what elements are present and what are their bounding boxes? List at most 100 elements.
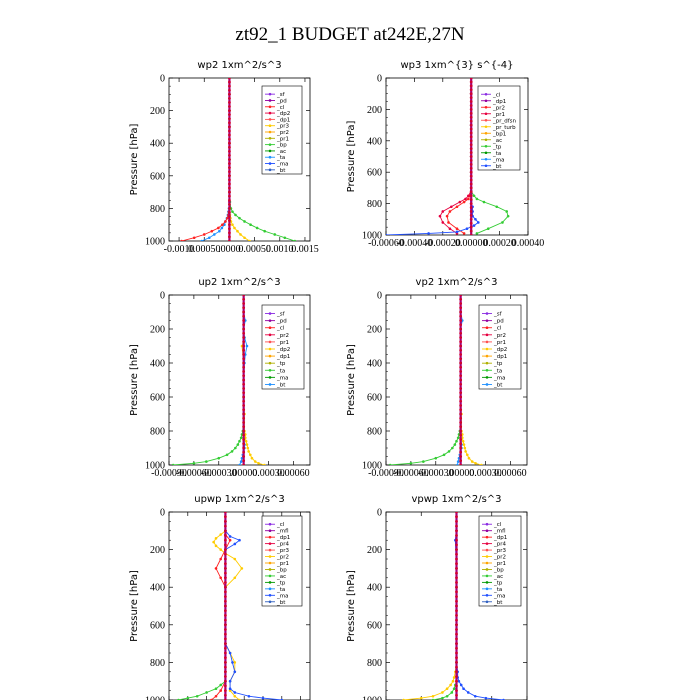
zero-profile-point bbox=[455, 689, 458, 692]
series-point bbox=[480, 463, 483, 465]
legend-swatch-marker bbox=[268, 149, 272, 153]
zero-profile-point bbox=[228, 141, 231, 145]
y-tick-label: 0 bbox=[160, 291, 165, 302]
series-point bbox=[213, 233, 216, 236]
series-point bbox=[484, 696, 488, 700]
zero-profile-point bbox=[469, 115, 473, 119]
zero-profile-point bbox=[459, 348, 463, 352]
series-point bbox=[434, 456, 438, 460]
zero-profile-point bbox=[242, 391, 246, 395]
zero-profile-point bbox=[242, 365, 246, 369]
zero-profile-point bbox=[469, 119, 473, 123]
series-point bbox=[238, 439, 241, 443]
series-point bbox=[200, 239, 204, 241]
series-point bbox=[233, 557, 237, 561]
series-point bbox=[214, 537, 218, 540]
zero-profile-point bbox=[228, 113, 231, 117]
legend-swatch-marker bbox=[268, 529, 272, 532]
zero-profile-point bbox=[228, 154, 231, 157]
series-point bbox=[202, 233, 206, 236]
zero-profile-point bbox=[228, 182, 231, 186]
zero-profile-point bbox=[224, 515, 227, 519]
zero-profile-point bbox=[228, 145, 231, 149]
series-point bbox=[212, 540, 215, 544]
legend-entry: _pr_dfsn bbox=[492, 118, 517, 124]
zero-profile-point bbox=[224, 623, 227, 627]
zero-profile-point bbox=[228, 80, 231, 84]
zero-profile-point bbox=[228, 166, 231, 170]
series-point bbox=[246, 446, 250, 450]
zero-profile-point bbox=[469, 194, 473, 198]
legend-entry: _pr4 bbox=[493, 542, 507, 548]
zero-profile-point bbox=[459, 306, 463, 310]
series-point bbox=[228, 651, 232, 655]
series-point bbox=[474, 218, 477, 221]
zero-profile-point bbox=[459, 387, 463, 390]
legend-entry: _tp bbox=[493, 580, 503, 586]
y-tick-label: 0 bbox=[160, 508, 165, 519]
legend-entry: _ac bbox=[493, 574, 503, 580]
zero-profile-point bbox=[455, 520, 458, 523]
y-tick-label: 400 bbox=[367, 583, 382, 594]
series-point bbox=[248, 453, 252, 457]
zero-profile-point bbox=[455, 515, 458, 519]
legend-swatch-marker bbox=[268, 542, 272, 545]
series-point bbox=[248, 239, 251, 241]
legend-entry: _tp bbox=[276, 361, 286, 367]
series-point bbox=[447, 450, 451, 453]
zero-profile-point bbox=[224, 675, 227, 678]
zero-profile-point bbox=[459, 442, 463, 446]
series-line bbox=[211, 512, 231, 700]
legend-swatch-marker bbox=[484, 105, 488, 109]
zero-profile-point bbox=[469, 84, 473, 88]
legend-swatch-marker bbox=[485, 587, 489, 591]
series-point bbox=[247, 450, 250, 453]
zero-profile-point bbox=[469, 147, 473, 151]
series-point bbox=[293, 239, 297, 241]
series-point bbox=[472, 194, 476, 198]
series-point bbox=[250, 456, 254, 460]
series-point bbox=[441, 691, 444, 694]
zero-profile-point bbox=[228, 92, 231, 96]
legend-entry: _cl bbox=[276, 522, 285, 528]
legend-entry: _ta bbox=[276, 587, 285, 593]
x-tick-label: 0.00050 bbox=[238, 244, 271, 255]
zero-profile-point bbox=[242, 353, 246, 356]
legend-entry: _ma bbox=[492, 157, 504, 163]
legend-swatch-marker bbox=[485, 555, 489, 558]
zero-profile-point bbox=[224, 595, 227, 598]
series-point bbox=[456, 460, 460, 463]
series-point bbox=[217, 226, 220, 230]
legend-entry: _tp bbox=[492, 144, 502, 150]
series-point bbox=[233, 694, 237, 698]
zero-profile-point bbox=[242, 416, 246, 420]
legend-entry: _pr3 bbox=[493, 548, 507, 554]
zero-profile-point bbox=[469, 190, 473, 194]
series-point bbox=[388, 463, 392, 465]
series-point bbox=[463, 446, 467, 450]
series-point bbox=[234, 446, 237, 450]
zero-profile-point bbox=[242, 374, 246, 378]
zero-profile-point bbox=[459, 295, 463, 297]
series-point bbox=[477, 221, 480, 224]
legend-box bbox=[261, 304, 305, 390]
zero-profile-point bbox=[242, 340, 246, 344]
zero-profile-point bbox=[469, 213, 473, 217]
y-tick-label: 0 bbox=[377, 508, 382, 519]
zero-profile-point bbox=[224, 693, 227, 697]
zero-profile-point bbox=[224, 609, 227, 613]
legend-entry: _mfl bbox=[493, 529, 506, 535]
zero-profile-point bbox=[459, 408, 463, 412]
y-tick-label: 800 bbox=[150, 427, 165, 438]
legend-swatch-marker bbox=[484, 112, 488, 116]
series-point bbox=[419, 696, 423, 700]
y-tick-label: 600 bbox=[367, 168, 382, 179]
series-point bbox=[233, 542, 237, 546]
zero-profile-point bbox=[469, 229, 473, 233]
zero-profile-point bbox=[455, 595, 458, 598]
zero-profile-point bbox=[469, 92, 473, 96]
zero-profile-point bbox=[469, 233, 473, 235]
series-point bbox=[455, 205, 459, 209]
series-line bbox=[178, 512, 226, 700]
y-tick-label: 800 bbox=[367, 427, 382, 438]
